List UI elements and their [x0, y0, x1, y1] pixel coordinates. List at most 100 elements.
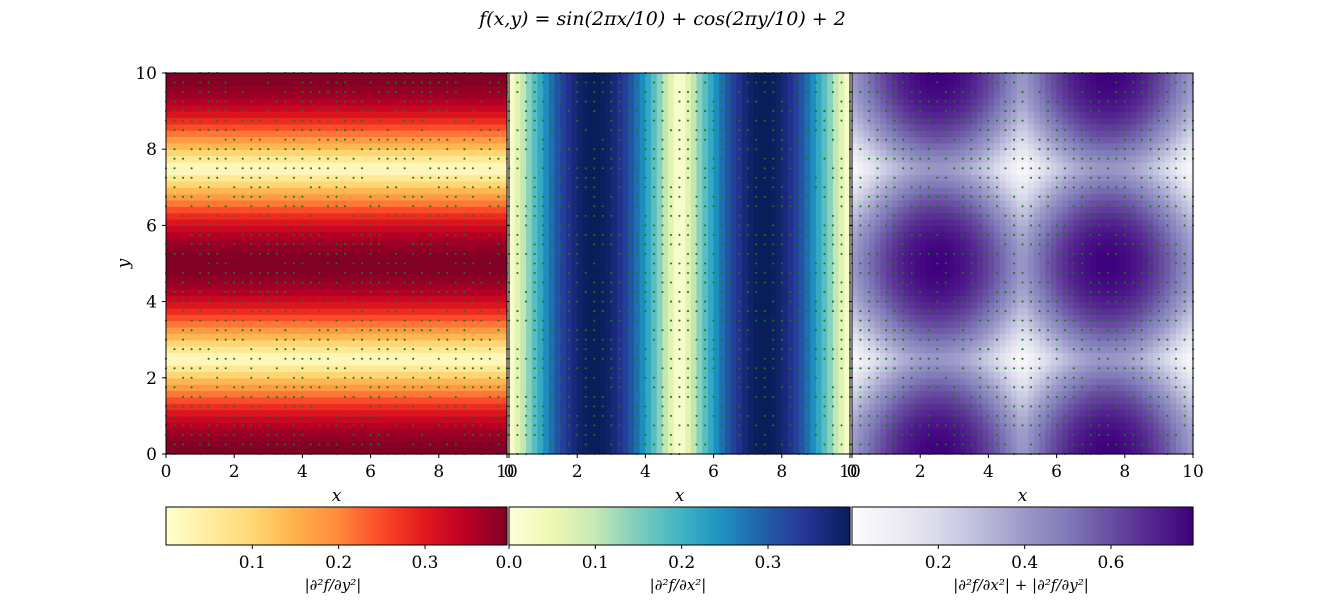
heatmap-cell [433, 149, 440, 157]
sample-point [488, 233, 491, 236]
heatmap-cell [291, 447, 298, 455]
heatmap-cell [353, 92, 360, 99]
heatmap-cell [353, 428, 360, 436]
heatmap-cell [433, 180, 440, 188]
heatmap-cell [222, 231, 230, 239]
sample-point [446, 205, 449, 208]
heatmap-cell [183, 339, 190, 347]
heatmap-cell [251, 365, 258, 373]
heatmap-cell [251, 193, 258, 201]
heatmap-cell [526, 219, 533, 226]
sample-point [343, 205, 347, 208]
heatmap-cell [353, 238, 360, 246]
colorbar-swatch [222, 507, 227, 545]
heatmap-cell [279, 123, 286, 131]
heatmap-cell [308, 111, 315, 119]
heatmap-cell [188, 282, 196, 290]
heatmap-cell [336, 187, 343, 195]
sample-point [463, 405, 466, 408]
heatmap-cell [183, 123, 190, 131]
heatmap-cell [211, 415, 218, 423]
heatmap-cell [421, 301, 429, 309]
heatmap-cell [211, 441, 218, 449]
heatmap-cell [416, 104, 423, 112]
heatmap-cell [319, 92, 326, 99]
heatmap-cell [166, 422, 173, 430]
sample-point [301, 110, 304, 113]
heatmap-cell [376, 187, 383, 195]
heatmap-cell [387, 79, 394, 87]
heatmap-cell [268, 111, 275, 119]
heatmap-cell [370, 174, 377, 182]
sample-point [292, 262, 295, 265]
heatmap-cell [268, 276, 275, 284]
heatmap-cell [325, 149, 332, 157]
heatmap-cell [370, 263, 377, 271]
sample-point [258, 405, 261, 408]
heatmap-cell [336, 282, 343, 290]
heatmap-cell [319, 447, 326, 455]
heatmap-cell [421, 314, 429, 322]
heatmap-cell [387, 168, 394, 176]
heatmap-cell [461, 104, 468, 112]
heatmap-cell [313, 104, 321, 112]
sample-point [326, 138, 330, 141]
heatmap-cell [342, 333, 349, 341]
heatmap-cell [489, 307, 497, 315]
heatmap-cell [313, 276, 321, 284]
heatmap-cell [364, 92, 372, 99]
heatmap-cell [381, 187, 389, 195]
heatmap-cell [308, 301, 315, 309]
heatmap-cell [404, 371, 411, 379]
heatmap-cell [478, 276, 485, 284]
heatmap-cell [188, 238, 196, 246]
sample-point [301, 386, 304, 389]
heatmap-cell [279, 269, 286, 277]
heatmap-cell [393, 282, 400, 290]
heatmap-cell [495, 231, 502, 239]
heatmap-cell [228, 174, 235, 182]
heatmap-cell [438, 295, 446, 303]
heatmap-cell [370, 447, 377, 455]
heatmap-cell [416, 371, 423, 379]
heatmap-cell [520, 73, 527, 80]
heatmap-cell [291, 212, 298, 220]
heatmap-cell [262, 142, 269, 150]
heatmap-cell [427, 428, 434, 436]
heatmap-cell [188, 428, 196, 436]
heatmap-cell [353, 111, 360, 119]
heatmap-cell [381, 263, 389, 271]
heatmap-cell [268, 212, 275, 220]
heatmap-cell [200, 307, 207, 315]
heatmap-cell [364, 409, 372, 417]
heatmap-cell [336, 301, 343, 309]
heatmap-cell [205, 333, 213, 341]
sample-point [284, 243, 287, 246]
heatmap-cell [336, 130, 343, 138]
heatmap-cell [205, 428, 213, 436]
heatmap-cell [353, 98, 360, 106]
heatmap-cell [393, 73, 400, 80]
colorbar-swatch [504, 507, 508, 545]
heatmap-cell [194, 371, 201, 379]
heatmap-cell [416, 85, 423, 93]
heatmap-cell [211, 117, 218, 125]
heatmap-cell [370, 123, 377, 131]
heatmap-cell [171, 219, 178, 226]
sample-point [497, 300, 500, 303]
heatmap-cell [531, 282, 539, 290]
heatmap-cell [410, 161, 417, 169]
heatmap-cell [166, 149, 173, 157]
sample-point [199, 119, 202, 122]
sample-point [420, 433, 423, 436]
sample-point [395, 338, 398, 341]
sample-point [284, 205, 287, 208]
sample-point [190, 233, 193, 236]
heatmap-cell [461, 149, 468, 157]
heatmap-cell [319, 301, 326, 309]
heatmap-cell [222, 358, 230, 366]
heatmap-cell [353, 269, 360, 277]
sample-point [395, 271, 398, 275]
heatmap-cell [302, 174, 309, 182]
heatmap-cell [347, 346, 355, 353]
